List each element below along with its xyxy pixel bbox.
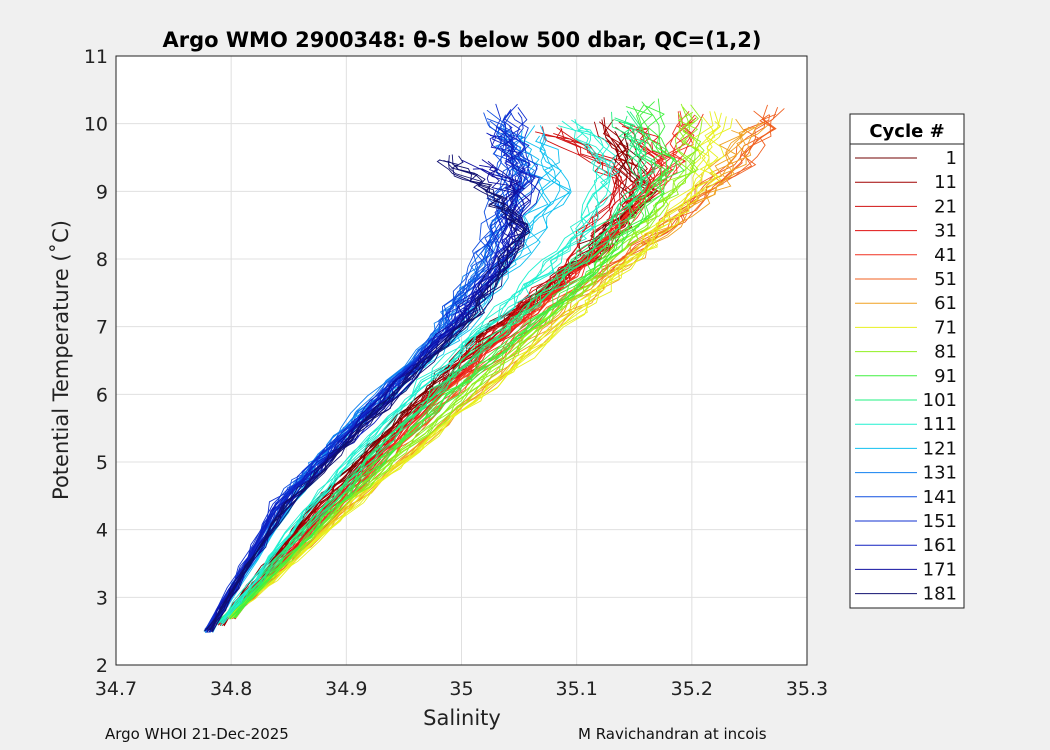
- x-axis-label: Salinity: [423, 706, 501, 730]
- legend-entry-label: 61: [934, 293, 957, 314]
- series-line-61: [228, 122, 765, 619]
- legend-title: Cycle #: [869, 121, 944, 142]
- legend-box: [849, 113, 965, 609]
- series-line-71: [226, 116, 716, 618]
- legend-entry-label: 41: [934, 245, 957, 266]
- legend-entry-label: 11: [934, 172, 957, 193]
- legend-entry-label: 31: [934, 221, 957, 242]
- series-line-11: [223, 121, 659, 626]
- legend-entry-label: 181: [923, 584, 957, 605]
- legend-entry-label: 91: [934, 366, 957, 387]
- series-line-21: [234, 131, 620, 619]
- series-line-101: [214, 115, 654, 624]
- legend-entry-label: 21: [934, 196, 957, 217]
- x-tick-label: 35.1: [556, 678, 598, 700]
- series-line-141: [209, 120, 517, 631]
- series-line-111: [220, 120, 608, 624]
- x-tick-label: 34.7: [95, 678, 137, 700]
- legend-entry-label: 111: [923, 414, 957, 435]
- x-tick-label: 34.8: [210, 678, 252, 700]
- footer-left: Argo WHOI 21-Dec-2025: [105, 725, 289, 743]
- series-line-101: [217, 110, 648, 624]
- series-line-171: [211, 168, 516, 632]
- series-line-71: [228, 112, 725, 618]
- y-tick-label: 6: [96, 384, 108, 406]
- y-tick-label: 3: [96, 587, 108, 609]
- y-tick-label: 2: [96, 655, 108, 677]
- series-line-151: [206, 107, 539, 631]
- series-line-71: [230, 121, 722, 620]
- series-line-71: [226, 111, 721, 617]
- legend-entry-label: 71: [934, 317, 957, 338]
- y-tick-label: 4: [96, 520, 108, 542]
- series-line-161: [210, 132, 523, 631]
- series-line-41: [230, 113, 704, 617]
- legend-entry-label: 121: [923, 438, 957, 459]
- y-tick-label: 9: [96, 181, 108, 203]
- series-line-111: [217, 125, 602, 625]
- series-line-111: [223, 119, 607, 624]
- legend-entry-label: 171: [923, 559, 957, 580]
- chart-title: Argo WMO 2900348: θ-S below 500 dbar, QC…: [163, 28, 762, 52]
- series-line-91: [231, 101, 675, 617]
- series-line-71: [230, 118, 733, 618]
- series-line-101: [216, 117, 647, 626]
- legend-entry-label: 1: [946, 148, 957, 169]
- series-line-121: [204, 130, 553, 634]
- legend-entry-label: 81: [934, 342, 957, 363]
- series-line-81: [230, 103, 696, 618]
- y-tick-label: 10: [84, 114, 108, 136]
- footer-right: M Ravichandran at incois: [578, 725, 767, 743]
- x-tick-label: 35.2: [671, 678, 713, 700]
- x-tick-label: 35.3: [786, 678, 828, 700]
- y-tick-label: 11: [84, 46, 108, 68]
- axes-box: [115, 55, 808, 666]
- legend-entry-label: 151: [923, 511, 957, 532]
- series-line-181: [206, 160, 531, 630]
- y-tick-label: 7: [96, 317, 108, 339]
- legend-entry-label: 101: [923, 390, 957, 411]
- series-line-91: [234, 105, 685, 619]
- series-line-71: [227, 111, 714, 618]
- series-line-181: [203, 159, 528, 632]
- y-axis-label: Potential Temperature (˚C): [49, 220, 73, 500]
- legend-entry-label: 141: [923, 487, 957, 508]
- series-line-101: [215, 121, 656, 626]
- legend-entry-label: 161: [923, 535, 957, 556]
- legend-entry-label: 51: [934, 269, 957, 290]
- x-tick-label: 35: [449, 678, 473, 700]
- series-line-181: [211, 155, 531, 633]
- legend-entry-label: 131: [923, 463, 957, 484]
- series-line-111: [222, 126, 610, 624]
- series-line-101: [217, 119, 643, 624]
- y-tick-label: 8: [96, 249, 108, 271]
- series-line-181: [209, 159, 523, 631]
- y-tick-label: 5: [96, 452, 108, 474]
- x-tick-label: 34.9: [325, 678, 367, 700]
